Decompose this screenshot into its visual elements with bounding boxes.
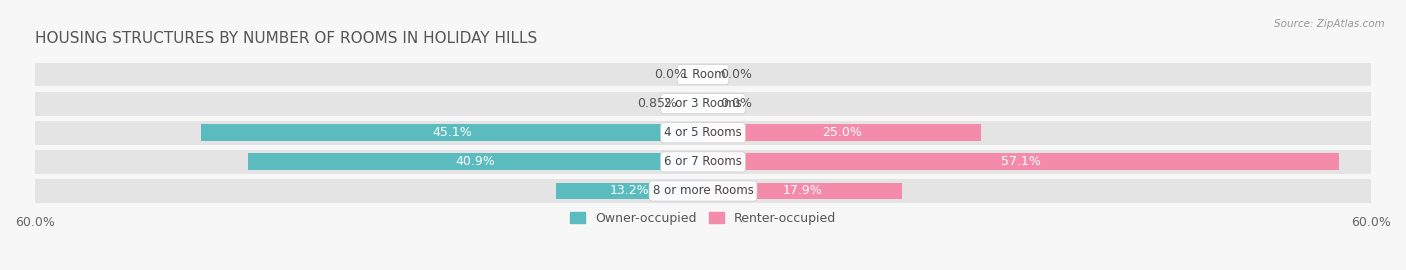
Bar xyxy=(703,124,981,141)
Bar xyxy=(693,95,703,112)
Bar xyxy=(247,153,703,170)
Bar xyxy=(35,63,1371,86)
Legend: Owner-occupied, Renter-occupied: Owner-occupied, Renter-occupied xyxy=(569,212,837,225)
Text: 6 or 7 Rooms: 6 or 7 Rooms xyxy=(664,156,742,168)
Bar xyxy=(201,124,703,141)
Text: 2 or 3 Rooms: 2 or 3 Rooms xyxy=(664,97,742,110)
Bar xyxy=(35,179,1371,203)
Text: 0.0%: 0.0% xyxy=(720,97,752,110)
Text: 17.9%: 17.9% xyxy=(783,184,823,197)
Text: 45.1%: 45.1% xyxy=(432,126,472,139)
Text: 1 Room: 1 Room xyxy=(681,68,725,81)
Text: 13.2%: 13.2% xyxy=(610,184,650,197)
Bar xyxy=(703,153,1339,170)
Bar xyxy=(35,92,1371,116)
Text: 57.1%: 57.1% xyxy=(1001,156,1040,168)
Text: 0.0%: 0.0% xyxy=(654,68,686,81)
Text: 0.0%: 0.0% xyxy=(720,68,752,81)
Bar xyxy=(555,183,703,200)
Text: 40.9%: 40.9% xyxy=(456,156,495,168)
Text: 0.85%: 0.85% xyxy=(637,97,676,110)
Text: Source: ZipAtlas.com: Source: ZipAtlas.com xyxy=(1274,19,1385,29)
Text: 4 or 5 Rooms: 4 or 5 Rooms xyxy=(664,126,742,139)
Text: HOUSING STRUCTURES BY NUMBER OF ROOMS IN HOLIDAY HILLS: HOUSING STRUCTURES BY NUMBER OF ROOMS IN… xyxy=(35,31,537,46)
Bar xyxy=(35,121,1371,145)
Text: 25.0%: 25.0% xyxy=(823,126,862,139)
Bar xyxy=(35,150,1371,174)
Bar xyxy=(703,183,903,200)
Text: 8 or more Rooms: 8 or more Rooms xyxy=(652,184,754,197)
